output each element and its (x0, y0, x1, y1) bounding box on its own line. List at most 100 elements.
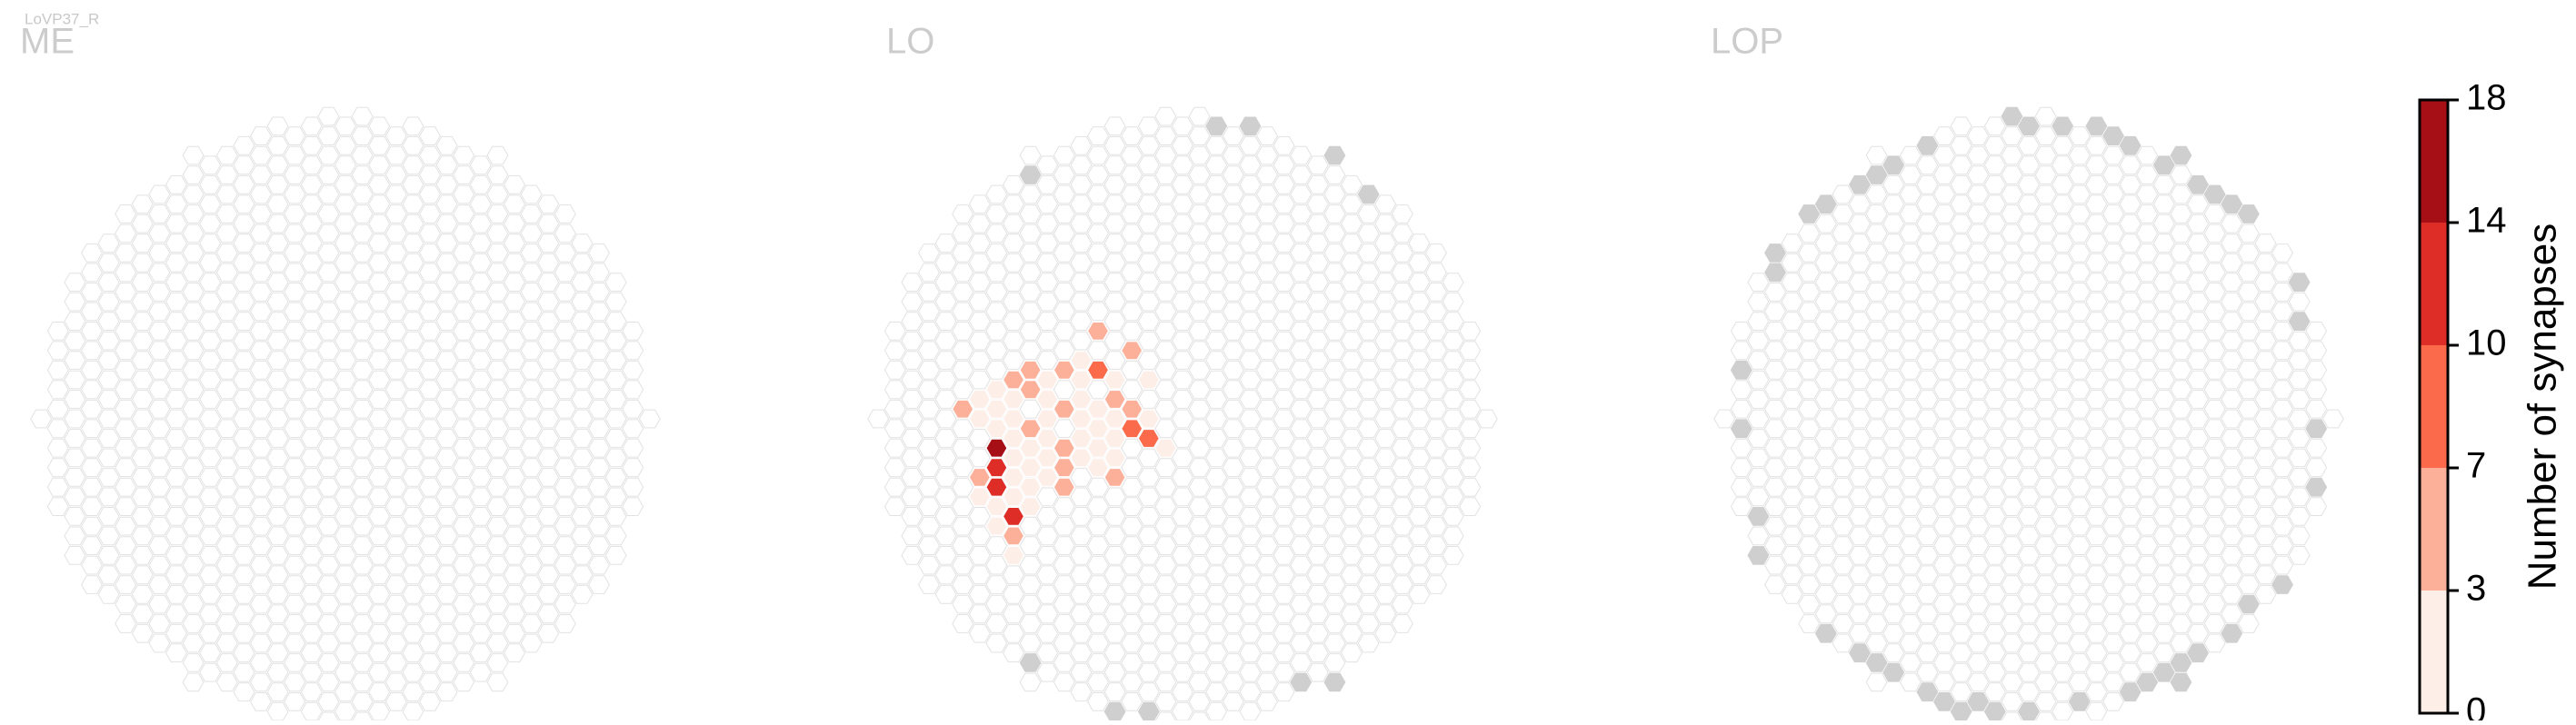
hex-cell (2221, 409, 2243, 429)
hex-cell (1154, 380, 1177, 400)
hex-cell (2203, 594, 2226, 614)
hex-cell (115, 263, 137, 283)
hex-cell (1357, 477, 1380, 497)
hex-cell (1188, 204, 1211, 223)
hex-cell (351, 438, 374, 458)
hex-cell (622, 341, 644, 361)
hex-cell (1425, 536, 1447, 555)
hex-cell (284, 145, 306, 165)
hex-cell (284, 322, 306, 341)
hex-cell (1053, 555, 1075, 575)
hex-cell (402, 546, 424, 565)
hex-cell (1154, 322, 1177, 341)
hex-cell (1137, 487, 1160, 507)
hex-cell (537, 526, 560, 546)
hex-cell (2254, 526, 2277, 546)
hex-cell (2052, 429, 2074, 448)
hex-cell (1950, 409, 1972, 429)
hex-cell (1933, 380, 1955, 400)
hex-cell (2001, 380, 2023, 400)
hex-cell (1137, 546, 1160, 565)
hex-cell (2203, 302, 2226, 322)
hex-cell (2034, 575, 2057, 594)
hex-cell (1408, 565, 1431, 585)
data-cell (968, 390, 991, 409)
hex-cell (2170, 419, 2192, 439)
hex-cell (1983, 409, 2006, 429)
hex-cell (952, 438, 974, 458)
hex-cell (2068, 126, 2091, 145)
hex-cell (2001, 360, 2023, 380)
hex-cell (402, 468, 424, 487)
hex-cell (46, 399, 69, 419)
hex-cell (2018, 214, 2040, 233)
hex-cell (469, 546, 492, 565)
hex-cell (1764, 419, 1786, 439)
hex-cell (1036, 331, 1059, 351)
hex-cell (2034, 322, 2057, 341)
hex-cell (918, 497, 940, 516)
hex-cell (1121, 458, 1143, 478)
hex-cell (2034, 380, 2057, 400)
hex-cell (1933, 458, 1955, 478)
hex-cell (968, 331, 991, 351)
hex-cell (2152, 448, 2175, 468)
hex-cell (952, 322, 974, 341)
hex-cell (148, 516, 171, 536)
hex-cell (486, 184, 509, 204)
hex-cell (504, 351, 525, 370)
hex-cell (351, 165, 374, 184)
hex-cell (266, 370, 289, 390)
hex-cell (968, 214, 991, 233)
hex-cell (2085, 214, 2108, 233)
hex-cell (968, 351, 991, 370)
hex-cell (334, 312, 356, 331)
hex-cell (1442, 331, 1464, 351)
hex-cell (2102, 243, 2124, 263)
hex-cell (1798, 594, 1821, 614)
hex-cell (2102, 458, 2124, 478)
hex-cell (81, 575, 103, 594)
hex-cell (1933, 594, 1955, 614)
hex-cell (1950, 604, 1972, 624)
hex-cell (2136, 477, 2159, 497)
hex-cell (1323, 614, 1346, 633)
hex-cell (520, 380, 543, 400)
hex-cell (1036, 546, 1059, 565)
hex-cell (1070, 643, 1093, 663)
hex-cell (131, 331, 154, 351)
hex-cell (1121, 653, 1143, 672)
hex-cell (1087, 184, 1109, 204)
hex-cell (1036, 565, 1059, 585)
hex-cell (1087, 341, 1109, 361)
hex-cell (1357, 184, 1380, 204)
hex-cell (1983, 116, 2006, 136)
hex-cell (2271, 458, 2293, 478)
hex-cell (1899, 458, 1922, 478)
hex-cell (1798, 263, 1821, 283)
hex-cell (1882, 448, 1905, 468)
hex-cell (952, 516, 974, 536)
hex-cell (1273, 194, 1295, 214)
hex-cell (1849, 233, 1871, 253)
hex-cell (115, 322, 137, 341)
hex-cell (1070, 682, 1093, 702)
hex-cell (520, 536, 543, 555)
hex-cell (300, 604, 323, 624)
hex-cell (2001, 672, 2023, 692)
hex-cell (504, 584, 525, 604)
hex-cell (2001, 184, 2023, 204)
hex-cell (453, 184, 475, 204)
hex-cell (1290, 165, 1313, 184)
hex-cell (1222, 419, 1244, 439)
hex-cell (1814, 604, 1837, 624)
hex-cell (1967, 614, 1990, 633)
hex-cell (250, 243, 272, 263)
hex-cell (1713, 409, 1736, 429)
hex-cell (2034, 263, 2057, 283)
hex-cell (233, 546, 255, 565)
hex-cell (1747, 546, 1770, 565)
hex-cell (1781, 351, 1803, 370)
hex-cell (1188, 263, 1211, 283)
hex-cell (2170, 165, 2192, 184)
